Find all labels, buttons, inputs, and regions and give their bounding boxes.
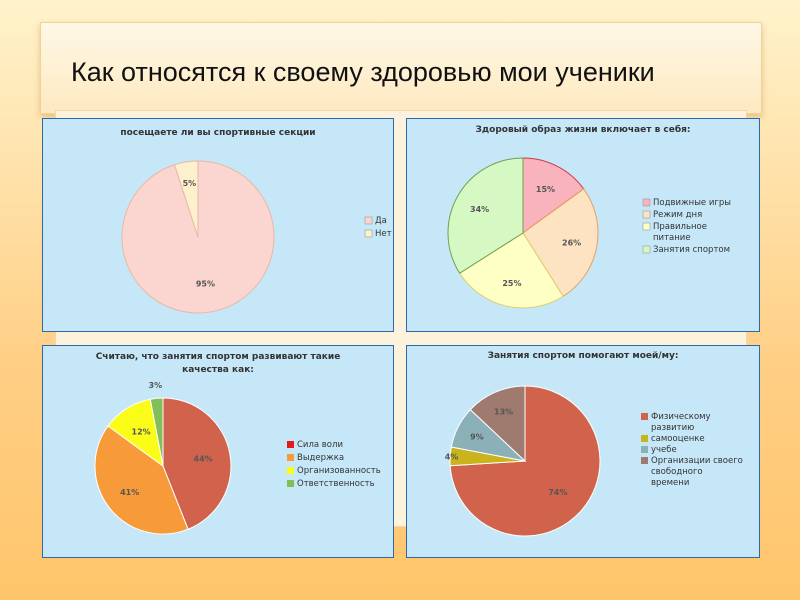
data-label: 95% <box>196 280 215 289</box>
legend-label: Организации своего <box>651 456 743 466</box>
pie-slice-подвижные-игры <box>522 157 585 234</box>
pie-slice-выдержка <box>94 425 189 535</box>
chart-title: качества как: <box>182 365 254 375</box>
legend-swatch <box>641 413 648 420</box>
legend-label: Режим дня <box>653 210 702 220</box>
data-label: 9% <box>470 433 484 442</box>
legend-label: Занятия спортом <box>653 245 730 255</box>
data-label: 13% <box>494 407 513 416</box>
legend-label: питание <box>653 233 691 243</box>
legend-label: Правильное <box>653 222 707 232</box>
legend-swatch <box>641 446 648 453</box>
legend-swatch <box>287 441 294 448</box>
legend-label: Подвижные игры <box>653 198 731 208</box>
data-label: 5% <box>183 179 197 188</box>
data-label: 34% <box>470 205 489 214</box>
legend-label: учебе <box>651 445 677 455</box>
legend-label: свободного <box>651 467 703 477</box>
pie-slice-ответственность <box>149 397 164 467</box>
pie-slice-нет <box>173 160 199 238</box>
legend-label: Да <box>375 216 387 226</box>
legend-swatch <box>642 245 651 254</box>
legend-swatch <box>642 198 651 207</box>
chart-panel-qualities: Считаю, что занятия спортом развивают та… <box>42 345 394 558</box>
chart-title: посещаете ли вы спортивные секции <box>120 128 315 138</box>
pie-chart-qualities: Считаю, что занятия спортом развивают та… <box>94 352 381 535</box>
pie-slice-режим-дня <box>522 188 599 298</box>
legend-swatch <box>287 454 294 461</box>
data-label: 26% <box>562 238 581 247</box>
data-label: 74% <box>548 488 567 497</box>
pie-slice-правильное-питание <box>458 232 564 309</box>
data-label: 3% <box>149 381 163 390</box>
legend-swatch <box>641 435 648 442</box>
data-label: 12% <box>132 428 151 437</box>
data-label: 41% <box>120 488 139 497</box>
legend-label: самооценке <box>651 434 705 444</box>
legend-label: времени <box>651 478 689 488</box>
legend-label: Сила воли <box>297 440 343 450</box>
pie-chart-healthy-lifestyle: Здоровый образ жизни включает в себя: 15%… <box>447 124 731 309</box>
legend-swatch <box>287 480 294 487</box>
legend-swatch <box>642 210 651 219</box>
chart-panel-healthy-lifestyle: Здоровый образ жизни включает в себя: 15%… <box>406 118 760 332</box>
legend-swatch <box>364 229 373 238</box>
title-card: Как относятся к своему здоровью мои учен… <box>40 22 762 114</box>
data-label: 44% <box>194 454 213 463</box>
pie-slice-организации-своего-свободного-времени <box>469 385 526 463</box>
pie-chart-sport-helps: Занятия спортом помогают моей/му: 74% 4% 9%… <box>445 351 743 537</box>
data-label: 25% <box>502 279 521 288</box>
legend-label: Нет <box>375 229 392 239</box>
pie-chart-sports-sections: посещаете ли вы спортивные секции 95% 5% Да… <box>120 128 392 314</box>
chart-title: Считаю, что занятия спортом развивают та… <box>96 352 341 362</box>
chart-panel-sport-helps: Занятия спортом помогают моей/му: 74% 4% 9%… <box>406 345 760 558</box>
chart-title: Занятия спортом помогают моей/му: <box>488 351 679 361</box>
data-label: 4% <box>445 452 459 461</box>
legend-label: Выдержка <box>297 453 344 463</box>
legend-label: развитию <box>651 423 694 433</box>
pie-slice-сила-воли <box>162 397 232 530</box>
pie-slice-занятия-спортом <box>447 157 524 274</box>
legend-swatch <box>364 216 373 225</box>
data-label: 15% <box>536 185 555 194</box>
legend-label: Ответственность <box>297 479 375 489</box>
chart-panel-sports-sections: посещаете ли вы спортивные секции 95% 5% Да… <box>42 118 394 332</box>
legend-swatch <box>642 222 651 231</box>
legend-label: Физическому <box>651 412 711 422</box>
legend-swatch <box>641 457 648 464</box>
legend-label: Организованность <box>297 466 381 476</box>
chart-title: Здоровый образ жизни включает в себя: <box>475 124 690 135</box>
page-title: Как относятся к своему здоровью мои учен… <box>71 57 655 87</box>
legend-swatch <box>287 467 294 474</box>
